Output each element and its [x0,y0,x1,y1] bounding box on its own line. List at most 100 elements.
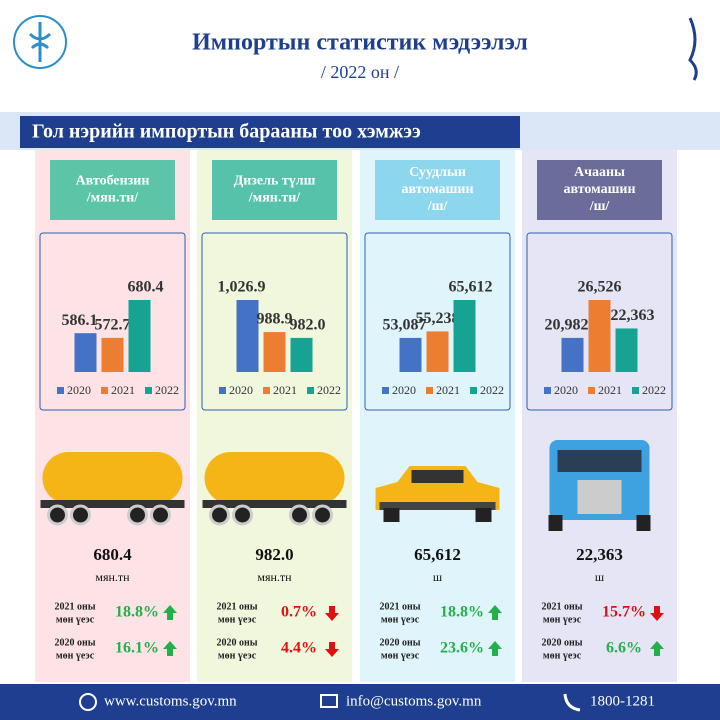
change-label: 2020 оны [216,637,257,648]
tyre [383,508,400,522]
legend-swatch [263,387,270,394]
bar [236,300,259,372]
unit: ш [433,570,443,584]
value-label: 586.1 [62,312,98,329]
change-label: мөн үеэс [218,614,257,625]
value-label: 26,526 [578,279,622,296]
column-title: /мян.тн/ [86,191,140,206]
legend-label: 2020 [554,383,578,397]
wheel [47,504,68,526]
column-title: /ш/ [589,199,611,214]
column-title: Автобензин [76,174,150,189]
windshield [411,470,464,483]
legend-label: 2021 [273,383,297,397]
legend-swatch [382,387,389,394]
wheel [150,504,171,526]
change-label: мөн үеэс [543,650,582,661]
subtitle: / 2022 он / [321,62,399,82]
unit: мян.тн [95,570,130,584]
arrow-down [650,606,664,621]
tank [204,452,345,504]
change-label: 2021 оны [541,601,582,612]
column-header [50,160,175,220]
bar [101,337,124,372]
legend-label: 2022 [642,383,666,397]
chassis [40,500,185,508]
wheel [70,504,91,526]
tyre [548,515,563,531]
change-label: 2020 оны [541,637,582,648]
change-value: 18.8% [115,604,159,621]
arrow-up [488,641,502,656]
change-value: 0.7% [281,604,317,621]
value-label: 982.0 [290,317,326,334]
legend-label: 2022 [155,383,179,397]
column-title: Суудлын [409,165,466,180]
total: 982.0 [255,545,293,564]
value-label: 20,982 [545,317,589,334]
change-label: 2020 оны [379,637,420,648]
column-title: Дизель түлш [234,174,316,189]
bumper [379,502,496,510]
change-label: 2021 оны [54,601,95,612]
column-header [537,160,662,220]
banner [20,116,520,148]
legend-label: 2020 [229,383,253,397]
windshield [557,450,642,472]
legend-label: 2021 [436,383,460,397]
change-label: 2020 оны [54,637,95,648]
value-label: 22,363 [611,307,655,324]
legend-swatch [219,387,226,394]
value-label: 1,026.9 [218,279,266,296]
footer [0,684,720,720]
change-label: мөн үеэс [381,614,420,625]
value-label: 55,238 [416,310,460,327]
grille [577,480,622,514]
phone[interactable]: 1800-1281 [590,693,655,709]
wheel [289,504,310,526]
phone-icon [563,693,581,712]
bar [74,333,97,372]
arrow-down [325,606,339,621]
arrow-up [650,641,664,656]
total: 22,363 [576,545,623,564]
change-label: мөн үеэс [543,614,582,625]
bar [426,331,449,372]
column-title: автомашин [401,182,473,197]
column-title: /ш/ [427,199,449,214]
wheel [127,504,148,526]
value-label: 53,087 [383,317,427,334]
change-label: мөн үеэс [56,650,95,661]
legend-swatch [470,387,477,394]
bar [615,328,638,372]
globe-icon [79,693,97,711]
arrow-down [325,642,339,657]
bar [263,332,286,372]
change-value: 16.1% [115,640,159,657]
website[interactable]: www.customs.gov.mn [104,693,237,709]
bar [399,337,422,372]
bar [561,337,584,372]
legend-swatch [101,387,108,394]
legend-swatch [588,387,595,394]
legend-swatch [426,387,433,394]
arrow-up [488,605,502,620]
legend-swatch [632,387,639,394]
column-title: /мян.тн/ [248,191,302,206]
car [375,466,500,510]
chassis [202,500,347,508]
tank [42,452,183,504]
change-label: мөн үеэс [381,650,420,661]
bar [453,300,476,372]
legend-label: 2021 [111,383,135,397]
value-label: 65,612 [449,279,493,296]
title: Импортын статистик мэдээлэл [192,30,528,56]
email[interactable]: info@customs.gov.mn [346,693,482,709]
column-title: Ачааны [574,165,625,180]
change-label: мөн үеэс [56,614,95,625]
value-label: 572.7 [95,317,131,334]
arrow-up [163,641,177,656]
value-label: 680.4 [128,279,164,296]
wheel [232,504,253,526]
